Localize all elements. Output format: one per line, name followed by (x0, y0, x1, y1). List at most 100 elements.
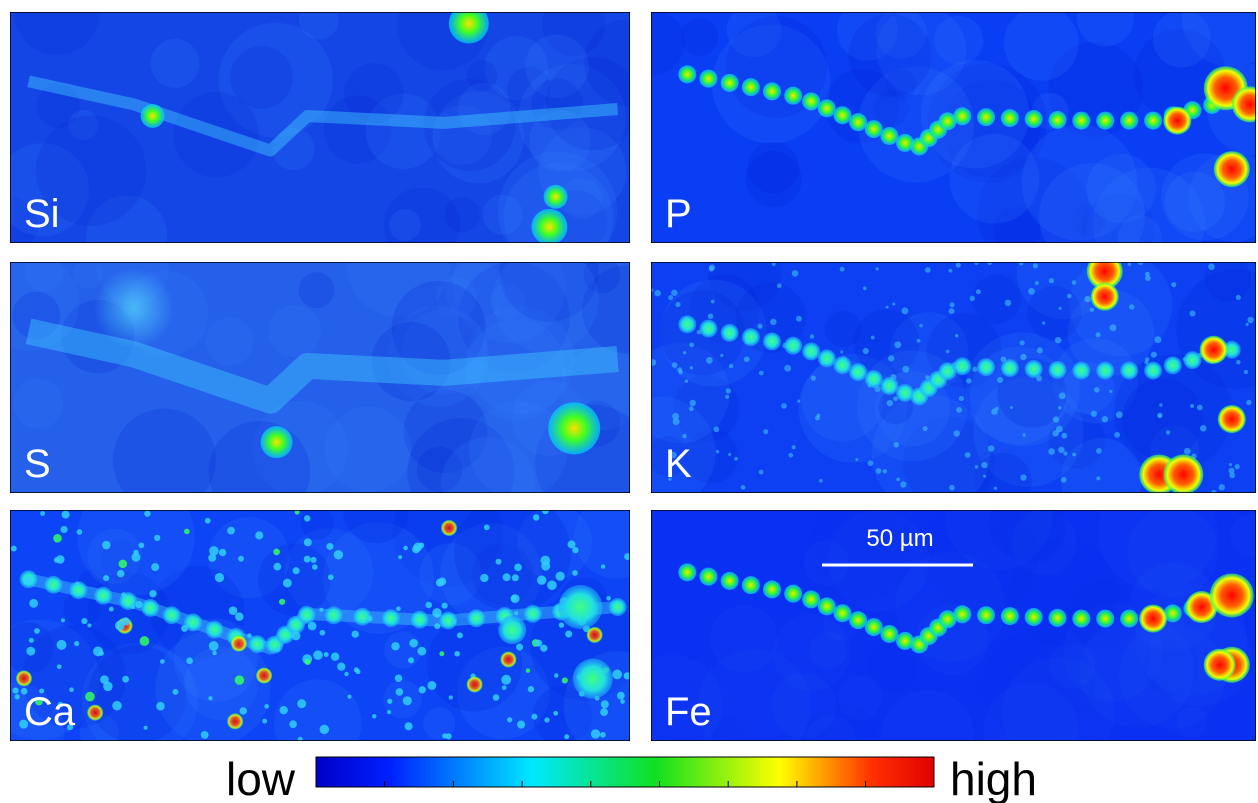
chain-dot (880, 376, 899, 395)
chain-dot (699, 567, 718, 586)
spot (523, 604, 542, 623)
speck (337, 662, 346, 671)
hotspot (448, 12, 489, 44)
speck (720, 353, 724, 357)
chain-dot (1048, 110, 1067, 129)
texture (531, 78, 583, 130)
speck (1109, 324, 1117, 332)
speck (425, 601, 433, 609)
texture (1016, 262, 1111, 320)
texture (36, 84, 81, 128)
speck (451, 618, 457, 625)
speck (1228, 467, 1235, 474)
speck (501, 674, 512, 685)
texture (458, 82, 511, 136)
spot (381, 609, 400, 628)
texture (1063, 602, 1163, 702)
speck (995, 406, 999, 411)
speck (623, 672, 630, 680)
chain-dot (762, 332, 781, 351)
spot (94, 586, 113, 605)
speck (303, 538, 312, 547)
speck (987, 262, 993, 266)
map-background (10, 510, 630, 741)
texture (1127, 510, 1219, 598)
map-panel (651, 262, 1256, 493)
texture (150, 39, 200, 88)
speck (57, 701, 64, 708)
texture (432, 91, 524, 184)
speck (810, 375, 816, 381)
texture (81, 642, 198, 741)
speck (466, 676, 483, 693)
chain-dot (1096, 111, 1115, 130)
speck (235, 612, 244, 621)
speck (668, 295, 674, 301)
texture (583, 262, 621, 294)
speck (208, 641, 219, 651)
texture (1026, 285, 1082, 341)
texture (726, 12, 782, 58)
chain-dot (1072, 111, 1091, 130)
texture (258, 543, 331, 616)
speck (770, 318, 777, 326)
speck (725, 388, 732, 394)
texture (945, 510, 1053, 570)
texture (903, 416, 995, 493)
speck (671, 362, 678, 368)
element-label: Ca (24, 690, 76, 734)
texture (24, 262, 64, 292)
texture (1204, 262, 1252, 302)
texture (972, 274, 1021, 324)
chain-dot (1163, 604, 1182, 623)
texture (683, 428, 739, 484)
speck (706, 356, 713, 364)
chain-dot (938, 362, 957, 381)
texture (867, 642, 918, 692)
speck (600, 700, 609, 709)
speck (948, 268, 953, 273)
speck (707, 313, 714, 320)
chain-dot (762, 82, 781, 101)
speck (870, 335, 875, 340)
speck (763, 429, 769, 435)
speck (675, 301, 681, 308)
texture (416, 446, 463, 493)
speck (541, 561, 551, 571)
speck (795, 315, 802, 322)
speck (949, 302, 955, 308)
speck (536, 575, 547, 585)
speck (1190, 403, 1195, 408)
speck (435, 613, 440, 618)
speck (427, 681, 437, 690)
speck (218, 548, 227, 557)
hotspot (1213, 151, 1250, 188)
speck (925, 267, 931, 273)
texture (1098, 510, 1218, 592)
spot (141, 598, 160, 617)
speck (886, 399, 894, 407)
speck (1071, 280, 1077, 285)
texture (423, 707, 456, 740)
speck (439, 651, 445, 657)
texture (343, 63, 404, 123)
speck (60, 525, 68, 534)
speck (53, 557, 60, 563)
spot (297, 605, 316, 624)
speck (668, 477, 672, 481)
speck (516, 643, 524, 651)
chain-dot (1144, 111, 1163, 130)
speck (1034, 280, 1039, 286)
speck (409, 638, 418, 648)
chain-dot (1144, 361, 1163, 380)
speck (953, 430, 960, 437)
speck (61, 510, 70, 519)
texture (747, 141, 800, 194)
speck (143, 725, 148, 730)
texture (445, 262, 506, 322)
speck (200, 731, 209, 739)
texture (805, 715, 856, 741)
speck (1243, 370, 1248, 375)
texture (809, 510, 912, 602)
